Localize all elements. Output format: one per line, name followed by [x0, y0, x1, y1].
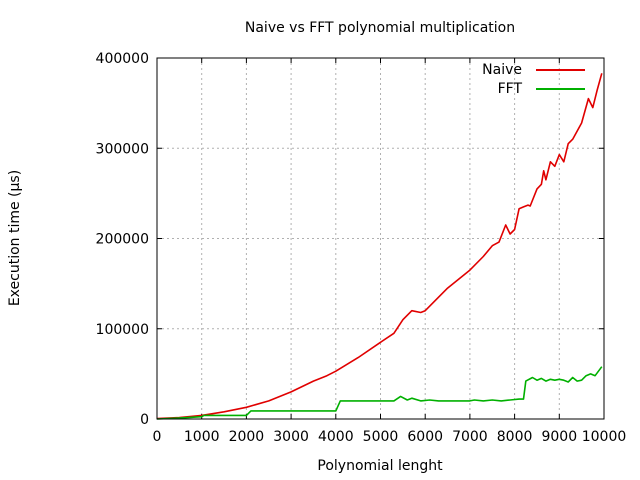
y-tick-label: 200000: [96, 232, 149, 248]
x-tick-label: 6000: [407, 429, 443, 445]
x-tick-labels: 0 1000 2000 3000 4000 5000 6000 7000 8000 9000 100…: [153, 429, 627, 445]
x-tick-label: 8000: [497, 429, 533, 445]
y-tick-label: 0: [140, 412, 149, 428]
x-tick-label: 3000: [273, 429, 309, 445]
x-axis-label: Polynomial lenght: [317, 458, 443, 474]
y-tick-label: 100000: [96, 322, 149, 338]
x-tick-label: 1000: [184, 429, 220, 445]
x-tick-label: 0: [153, 429, 162, 445]
y-tick-label: 400000: [96, 51, 149, 67]
x-tick-label: 10000: [582, 429, 627, 445]
series-lines: [156, 73, 603, 420]
plot-frame: [156, 57, 605, 420]
x-tick-label: 9000: [541, 429, 577, 445]
y-tick-label: 300000: [96, 141, 149, 157]
y-tick-labels: 0 100000 200000 300000 400000: [96, 51, 149, 428]
legend-label-naive: Naive: [482, 62, 522, 78]
x-tick-label: 2000: [229, 429, 265, 445]
legend: Naive FFT: [482, 62, 585, 97]
series-line-naive: [156, 73, 603, 420]
x-tick-label: 5000: [363, 429, 399, 445]
x-tick-label: 4000: [318, 429, 354, 445]
legend-label-fft: FFT: [498, 81, 523, 97]
y-axis-label: Execution time (µs): [7, 170, 23, 306]
x-tick-label: 7000: [452, 429, 488, 445]
chart-title: Naive vs FFT polynomial multiplication: [245, 20, 515, 36]
series-line-fft: [156, 366, 603, 420]
grid: [157, 58, 604, 419]
